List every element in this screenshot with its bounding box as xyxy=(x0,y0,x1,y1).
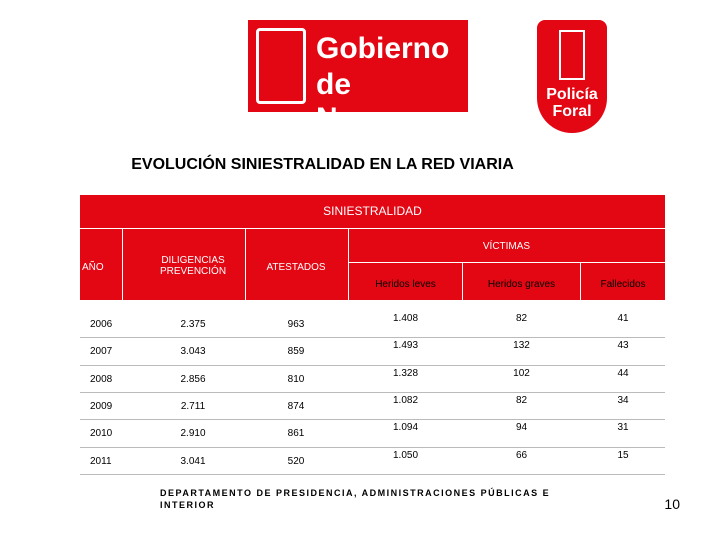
column-header: DILIGENCIAS PREVENCIÓN xyxy=(159,255,227,277)
table-cell: 1.082 xyxy=(392,394,419,406)
table-cell: 1.328 xyxy=(392,367,419,379)
table-cell: 2011 xyxy=(90,455,112,467)
divider xyxy=(245,228,246,300)
table-cell: 43 xyxy=(617,340,629,352)
table-cell: 3.043 xyxy=(180,346,206,358)
table-cell: 15 xyxy=(617,449,629,461)
table-cell: 1.094 xyxy=(392,422,419,434)
table-cell: 31 xyxy=(617,422,629,434)
table-cell: 874 xyxy=(287,400,305,412)
table-cell: 861 xyxy=(287,428,305,440)
divider xyxy=(580,262,581,300)
table-cell: 2009 xyxy=(90,400,113,412)
divider xyxy=(462,262,463,300)
column-header: Fallecidos xyxy=(600,279,646,290)
table-cell: 2010 xyxy=(90,428,113,440)
table-cell: 520 xyxy=(287,455,305,467)
table-cell: 2.910 xyxy=(180,428,206,440)
table-cell: 810 xyxy=(287,373,305,385)
table-cell: 82 xyxy=(515,313,528,324)
logo-text: Gobierno xyxy=(316,32,450,65)
gobierno-logo: Gobierno de Navarra xyxy=(248,20,468,135)
table-cell: 41 xyxy=(617,313,629,324)
table-cell: 2.711 xyxy=(180,400,206,412)
table-header: SINIESTRALIDAD VÍCTIMAS AÑO DILIGENCIAS P… xyxy=(80,195,665,300)
row-line xyxy=(80,391,665,393)
divider xyxy=(122,228,123,300)
table-cell: 963 xyxy=(287,319,305,330)
victims-header: VÍCTIMAS xyxy=(482,241,531,252)
table-cell: 1.408 xyxy=(392,313,419,324)
group-header: SINIESTRALIDAD xyxy=(323,204,422,218)
emblem xyxy=(256,28,306,104)
table-cell: 1.050 xyxy=(392,449,419,461)
policia-logo: Policía Foral xyxy=(537,20,607,133)
logo-text: Foral xyxy=(552,103,592,120)
table-cell: 132 xyxy=(513,340,530,352)
table-cell: 2006 xyxy=(90,319,113,330)
footer: DEPARTAMENTO DE PRESIDENCIA, ADMINISTRAC… xyxy=(160,488,551,510)
page-number: 10 xyxy=(664,496,680,512)
row-line xyxy=(80,337,665,339)
column-header: Heridos graves xyxy=(487,279,556,290)
table-cell: 2007 xyxy=(90,346,113,358)
logo-text: Policía xyxy=(546,86,598,103)
table-cell: 3.041 xyxy=(180,455,206,467)
divider xyxy=(348,262,665,263)
emblem xyxy=(559,30,585,80)
logo-text: de Navarra xyxy=(316,68,428,135)
row-line xyxy=(80,446,665,448)
table-cell: 44 xyxy=(617,367,629,379)
table-cell: 2.375 xyxy=(180,319,206,330)
divider xyxy=(80,228,665,229)
title: EVOLUCIÓN SINIESTRALIDAD EN LA RED VIARI… xyxy=(131,156,514,173)
divider xyxy=(348,228,349,300)
table-cell: 2.856 xyxy=(180,373,206,385)
row-line xyxy=(80,473,665,475)
column-header: ATESTADOS xyxy=(266,262,326,273)
table-cell: 82 xyxy=(515,394,528,406)
table-cell: 859 xyxy=(287,346,305,358)
row-line xyxy=(80,419,665,421)
table-cell: 66 xyxy=(515,449,528,461)
table-cell: 102 xyxy=(513,367,530,379)
column-header: AÑO xyxy=(82,262,104,273)
column-header: Heridos leves xyxy=(375,279,436,290)
table-cell: 94 xyxy=(515,422,528,434)
table-cell: 2008 xyxy=(90,373,113,385)
table-cell: 34 xyxy=(617,394,629,406)
row-line xyxy=(80,364,665,366)
table-cell: 1.493 xyxy=(392,340,419,352)
